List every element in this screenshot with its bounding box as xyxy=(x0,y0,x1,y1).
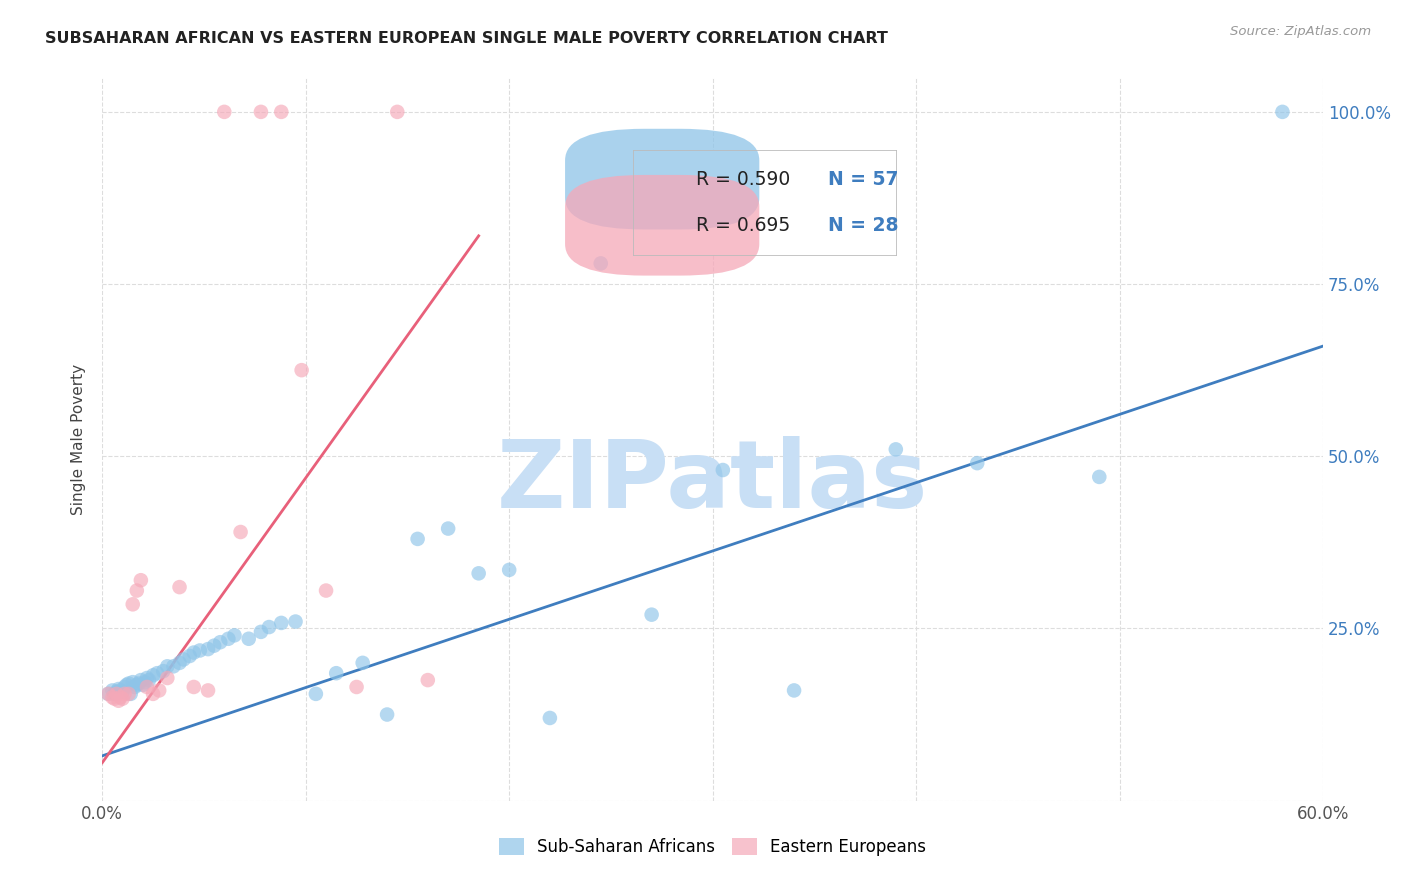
Point xyxy=(640,607,662,622)
Point xyxy=(121,597,143,611)
Point xyxy=(118,676,141,690)
Point xyxy=(387,104,409,119)
Point xyxy=(291,363,314,377)
Point xyxy=(107,694,129,708)
Point xyxy=(110,690,132,705)
Point xyxy=(884,442,907,457)
Point xyxy=(169,580,191,594)
Point xyxy=(118,687,141,701)
Point xyxy=(111,685,134,699)
Point xyxy=(179,648,201,663)
Point xyxy=(142,668,165,682)
Point xyxy=(257,620,280,634)
Point xyxy=(114,680,136,694)
Text: Source: ZipAtlas.com: Source: ZipAtlas.com xyxy=(1230,25,1371,38)
Point xyxy=(128,676,150,690)
Point xyxy=(375,707,398,722)
Text: SUBSAHARAN AFRICAN VS EASTERN EUROPEAN SINGLE MALE POVERTY CORRELATION CHART: SUBSAHARAN AFRICAN VS EASTERN EUROPEAN S… xyxy=(45,31,887,46)
Point xyxy=(250,624,273,639)
Point xyxy=(416,673,439,687)
Point xyxy=(224,628,246,642)
Point xyxy=(589,256,612,270)
Point xyxy=(270,615,292,630)
Point xyxy=(103,687,125,701)
Point xyxy=(711,463,734,477)
Point xyxy=(214,104,236,119)
Point xyxy=(120,687,142,701)
Point xyxy=(110,683,132,698)
Point xyxy=(966,456,988,470)
Point xyxy=(114,687,136,701)
FancyBboxPatch shape xyxy=(565,128,759,229)
Text: N = 28: N = 28 xyxy=(828,216,898,235)
Y-axis label: Single Male Poverty: Single Male Poverty xyxy=(72,363,86,515)
Point xyxy=(305,687,328,701)
Point xyxy=(173,652,195,666)
Point xyxy=(136,680,159,694)
Point xyxy=(346,680,368,694)
Point xyxy=(101,683,124,698)
Legend: Sub-Saharan Africans, Eastern Europeans: Sub-Saharan Africans, Eastern Europeans xyxy=(491,830,935,864)
Point xyxy=(136,671,159,685)
Point xyxy=(111,691,134,706)
Point xyxy=(156,659,179,673)
Point xyxy=(188,643,211,657)
Point xyxy=(162,659,184,673)
Point xyxy=(352,656,374,670)
Point xyxy=(183,680,205,694)
Point xyxy=(124,680,146,694)
FancyBboxPatch shape xyxy=(565,175,759,276)
Point xyxy=(134,675,156,690)
Point xyxy=(125,583,148,598)
Point xyxy=(125,678,148,692)
Point xyxy=(197,642,219,657)
Point xyxy=(250,104,273,119)
Point xyxy=(115,678,138,692)
Text: R = 0.590: R = 0.590 xyxy=(696,169,803,188)
Point xyxy=(406,532,429,546)
Point xyxy=(129,573,152,587)
Point xyxy=(142,687,165,701)
Point xyxy=(197,683,219,698)
Point xyxy=(169,656,191,670)
Point xyxy=(538,711,561,725)
Point xyxy=(107,681,129,696)
Point xyxy=(1271,104,1294,119)
Point xyxy=(183,646,205,660)
Point xyxy=(121,675,143,690)
Point xyxy=(97,687,120,701)
Point xyxy=(467,566,489,581)
Text: ZIPatlas: ZIPatlas xyxy=(496,436,928,528)
Point xyxy=(97,687,120,701)
Point xyxy=(1088,470,1111,484)
Text: N = 57: N = 57 xyxy=(828,169,898,188)
Point xyxy=(101,690,124,705)
Point xyxy=(152,664,174,678)
Point xyxy=(217,632,239,646)
Point xyxy=(437,522,460,536)
Point xyxy=(498,563,520,577)
Point xyxy=(132,678,155,692)
Point xyxy=(138,673,160,687)
Point xyxy=(238,632,260,646)
Point xyxy=(325,666,347,681)
Point xyxy=(270,104,292,119)
Point xyxy=(202,639,225,653)
Point xyxy=(284,615,307,629)
Point xyxy=(229,524,252,539)
Point xyxy=(156,671,179,685)
Point xyxy=(129,673,152,687)
Point xyxy=(148,683,170,698)
Point xyxy=(103,691,125,706)
Text: R = 0.695: R = 0.695 xyxy=(696,216,803,235)
Point xyxy=(783,683,806,698)
Point xyxy=(315,583,337,598)
Point xyxy=(146,666,169,681)
Point xyxy=(105,685,128,699)
Point xyxy=(209,635,232,649)
Point xyxy=(105,687,128,701)
